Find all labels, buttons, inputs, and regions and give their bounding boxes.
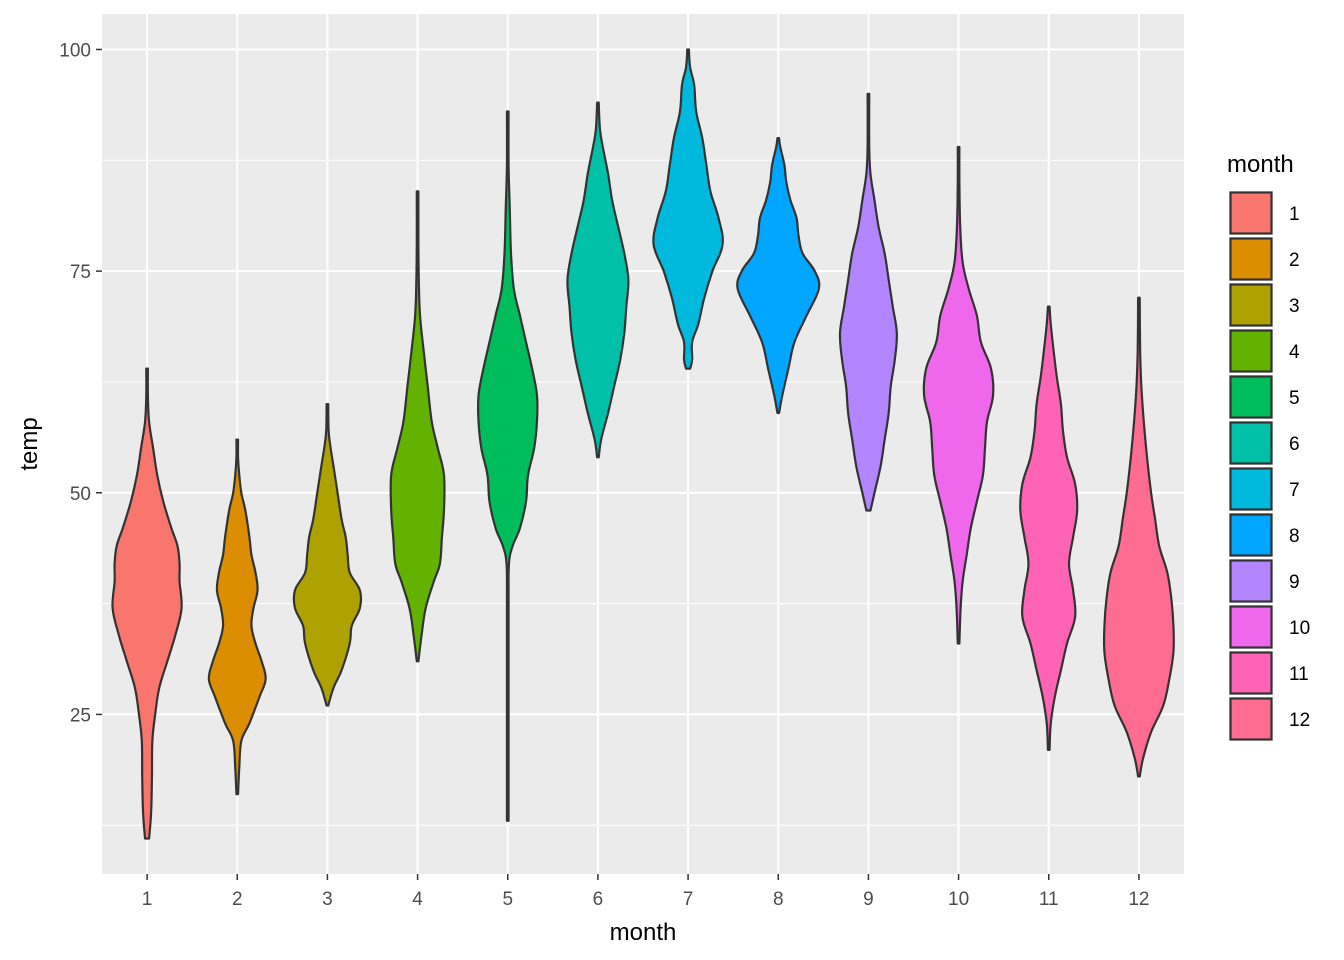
legend-key-swatch bbox=[1229, 467, 1273, 511]
x-tick-label: 12 bbox=[1128, 889, 1149, 910]
violin-month-12 bbox=[1102, 296, 1175, 778]
legend-key-swatch bbox=[1229, 237, 1273, 281]
legend-label: 1 bbox=[1289, 204, 1300, 225]
x-tick-label: 5 bbox=[502, 889, 513, 910]
legend-label: 2 bbox=[1289, 250, 1300, 271]
legend-label: 4 bbox=[1289, 342, 1300, 363]
x-tick-label: 4 bbox=[412, 889, 423, 910]
legend-key-swatch bbox=[1229, 329, 1273, 373]
x-tick-label: 6 bbox=[593, 889, 604, 910]
legend-label: 5 bbox=[1289, 388, 1300, 409]
violin-month-1 bbox=[111, 367, 183, 840]
x-tick-label: 9 bbox=[863, 889, 874, 910]
violin-month-4 bbox=[389, 190, 446, 663]
x-tick-label: 10 bbox=[948, 889, 969, 910]
panel-background bbox=[102, 14, 1184, 874]
violins bbox=[111, 48, 1175, 840]
y-tick-label: 100 bbox=[59, 40, 91, 61]
x-tick-label: 8 bbox=[773, 889, 784, 910]
legend-key-swatch bbox=[1229, 605, 1273, 649]
violin-month-10 bbox=[922, 145, 995, 645]
x-axis-title: month bbox=[610, 919, 677, 946]
legend-label: 11 bbox=[1289, 664, 1309, 685]
violin-month-9 bbox=[838, 92, 898, 512]
legend-label: 10 bbox=[1289, 618, 1310, 639]
legend-label: 3 bbox=[1289, 296, 1300, 317]
violin-month-8 bbox=[736, 137, 821, 415]
grid-minor bbox=[102, 159, 1184, 826]
y-axis-title: temp bbox=[16, 417, 43, 470]
y-tick-label: 75 bbox=[70, 262, 91, 283]
legend-key-swatch bbox=[1229, 651, 1273, 695]
legend-label: 6 bbox=[1289, 434, 1300, 455]
legend-key-swatch bbox=[1229, 513, 1273, 557]
legend-key-swatch bbox=[1229, 559, 1273, 603]
x-tick-label: 3 bbox=[322, 889, 333, 910]
violin-month-6 bbox=[566, 101, 630, 459]
legend-key-swatch bbox=[1229, 421, 1273, 465]
y-axis: 25 50 75 100 bbox=[59, 40, 102, 726]
violin-month-2 bbox=[207, 438, 267, 796]
x-tick-label: 7 bbox=[683, 889, 694, 910]
y-tick-label: 25 bbox=[70, 705, 91, 726]
violin-month-3 bbox=[292, 403, 363, 707]
legend-title: month bbox=[1227, 151, 1294, 178]
legend-label: 7 bbox=[1289, 480, 1300, 501]
x-tick-label: 11 bbox=[1039, 889, 1059, 910]
x-axis: 1 2 3 4 5 6 7 8 9 10 11 12 bbox=[142, 874, 1149, 910]
violin-month-7 bbox=[652, 48, 724, 370]
y-tick-label: 50 bbox=[70, 484, 91, 505]
violin-month-11 bbox=[1019, 305, 1079, 751]
x-tick-label: 2 bbox=[232, 889, 243, 910]
legend-key-swatch bbox=[1229, 283, 1273, 327]
legend-label: 8 bbox=[1289, 526, 1300, 547]
x-tick-label: 1 bbox=[142, 889, 153, 910]
violin-month-5 bbox=[476, 110, 539, 822]
legend-key-swatch bbox=[1229, 375, 1273, 419]
legend-label: 12 bbox=[1289, 710, 1310, 731]
legend-label: 9 bbox=[1289, 572, 1300, 593]
legend-key-swatch bbox=[1229, 697, 1273, 741]
legend-key-swatch bbox=[1229, 191, 1273, 235]
